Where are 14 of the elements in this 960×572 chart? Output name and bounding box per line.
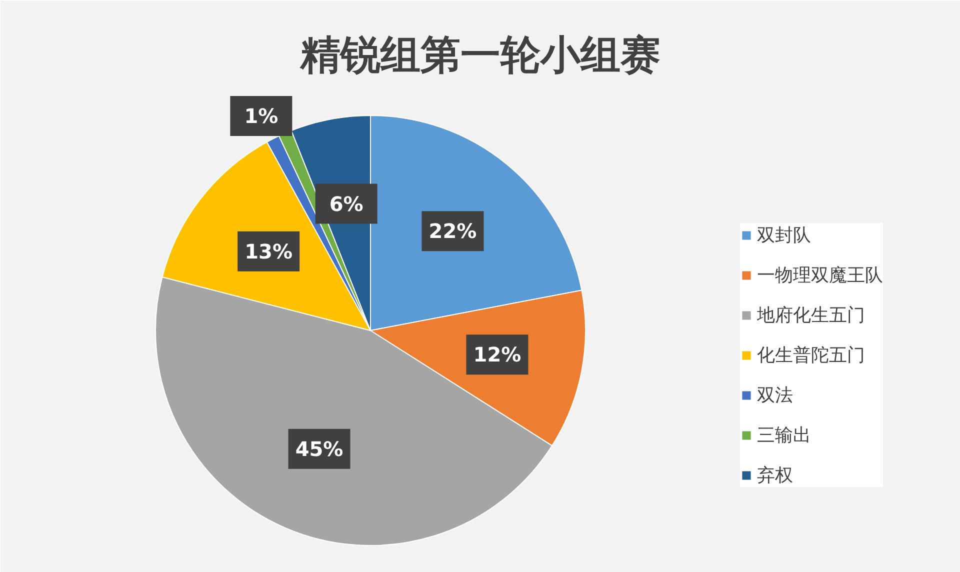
chart-title: 精锐组第一轮小组赛	[300, 32, 660, 78]
data-label: 12%	[473, 342, 522, 367]
legend-label: 化生普陀五门	[757, 344, 865, 367]
data-label: 1%	[244, 104, 278, 128]
legend-label: 地府化生五门	[757, 304, 865, 327]
data-label: 45%	[295, 436, 344, 461]
data-label: 6%	[329, 192, 364, 216]
data-label: 13%	[244, 239, 293, 264]
legend-label: 双法	[757, 384, 793, 407]
legend-label: 双封队	[757, 224, 811, 247]
legend-label: 弃权	[757, 464, 793, 487]
data-label: 22%	[428, 219, 477, 244]
legend-label: 三输出	[757, 424, 811, 447]
legend-label: 一物理双魔王队	[757, 264, 883, 287]
